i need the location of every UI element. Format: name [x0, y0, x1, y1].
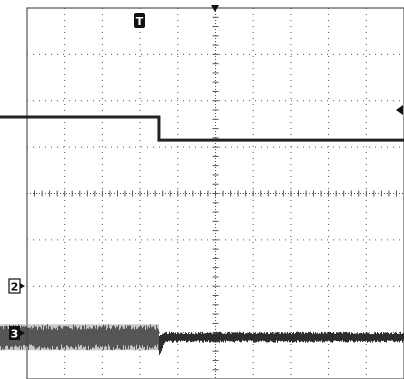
center-time-marker-icon — [211, 5, 219, 12]
channel-3-label: 3 — [11, 328, 19, 341]
trigger-marker-label: T — [136, 15, 144, 28]
channel-2-marker: 2 — [8, 278, 25, 294]
channel-2-label: 2 — [11, 281, 19, 294]
trigger-marker-icon: T — [134, 13, 145, 28]
trigger-level-arrow-icon — [396, 105, 403, 115]
waveform-traces — [0, 115, 404, 355]
channel-3-marker: 3 — [9, 326, 25, 341]
channel-1-step-trace — [0, 115, 404, 142]
channel-3-noise-trace — [0, 324, 404, 355]
